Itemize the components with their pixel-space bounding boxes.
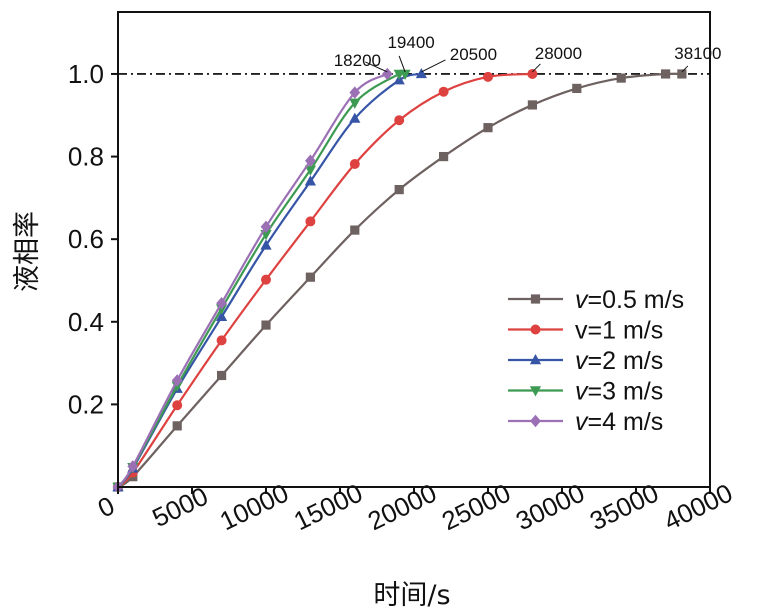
data-point <box>572 83 582 94</box>
data-point <box>305 216 316 227</box>
data-point <box>483 71 493 82</box>
y-tick-label: 0.4 <box>68 307 104 337</box>
legend-label: v=2 m/s <box>575 347 663 375</box>
data-point <box>661 69 671 79</box>
data-point <box>527 100 537 110</box>
legend-marker <box>530 294 541 304</box>
legend-item: v=1 m/s <box>508 317 663 345</box>
annotation-label: 38100 <box>674 44 721 63</box>
legend-label: v=4 m/s <box>575 408 663 436</box>
data-point <box>394 185 404 195</box>
data-point <box>216 310 228 322</box>
data-point <box>349 159 360 169</box>
data-point <box>172 421 182 431</box>
data-point <box>216 296 227 310</box>
data-point <box>394 115 405 126</box>
series-v-0-5-m-s <box>113 69 687 492</box>
data-point <box>349 112 361 123</box>
data-point <box>304 175 316 186</box>
x-tick-label: 5000 <box>147 481 212 533</box>
legend-label: v=1 m/s <box>575 317 663 345</box>
annotation-label: 20500 <box>450 45 497 64</box>
series-v-1-m-s <box>113 68 538 492</box>
data-point <box>415 67 427 79</box>
annotation-leader <box>681 65 689 73</box>
data-point <box>616 73 626 83</box>
legend-marker <box>529 354 542 365</box>
data-point <box>304 165 316 176</box>
data-point <box>305 272 315 282</box>
annotation-leader <box>365 61 388 73</box>
series-line <box>117 72 682 488</box>
data-point <box>260 239 272 250</box>
data-point <box>483 123 493 133</box>
plot-area-frame <box>117 11 711 488</box>
series-layer <box>112 67 687 494</box>
data-point <box>677 69 687 79</box>
data-point <box>172 400 183 411</box>
legend-item: v=0.5 m/s <box>508 286 684 314</box>
data-point <box>260 220 272 233</box>
legend-marker <box>530 324 541 335</box>
data-point <box>399 69 411 80</box>
data-point <box>439 151 449 162</box>
series-line <box>117 70 407 488</box>
legend-label: v=3 m/s <box>575 378 663 406</box>
data-point <box>349 86 361 99</box>
data-point <box>527 68 538 79</box>
y-tick-label: 0.8 <box>68 142 104 172</box>
annotation-leader <box>532 63 541 73</box>
annotation-label: 18200 <box>334 51 381 70</box>
data-point <box>171 374 183 387</box>
legend-item: v=4 m/s <box>508 408 663 436</box>
data-point <box>127 460 139 473</box>
data-point <box>305 154 316 167</box>
data-point <box>349 98 361 109</box>
x-tick-label: 0 <box>93 490 119 523</box>
data-point <box>261 320 271 330</box>
legend-label: v=0.5 m/s <box>575 286 684 314</box>
legend-item: v=3 m/s <box>508 378 663 406</box>
annotation-layer: 18200 19400 20500 28000 38100 <box>334 33 722 73</box>
data-point <box>261 274 271 285</box>
data-point <box>350 225 360 235</box>
data-point <box>438 86 449 97</box>
annotation-leader <box>398 55 406 73</box>
data-point <box>217 370 227 381</box>
legend-marker <box>529 386 542 397</box>
annotation-label: 28000 <box>535 44 582 63</box>
legend: v=0.5 m/s v=1 m/sv=2 m/s v=3 m/sv=4 m/s <box>508 286 684 436</box>
series-line <box>117 72 388 488</box>
y-axis-title: 液相率 <box>12 211 43 292</box>
data-point <box>216 335 227 346</box>
legend-marker <box>530 414 541 428</box>
y-tick-label: 0.2 <box>68 389 104 419</box>
annotation-label: 19400 <box>387 33 434 52</box>
annotation-leader <box>421 59 446 73</box>
y-tick-label: 1.0 <box>68 59 104 89</box>
legend-item: v=2 m/s <box>508 347 663 375</box>
y-tick-label: 0.6 <box>68 224 104 254</box>
x-axis-title: 时间/s <box>373 580 450 611</box>
